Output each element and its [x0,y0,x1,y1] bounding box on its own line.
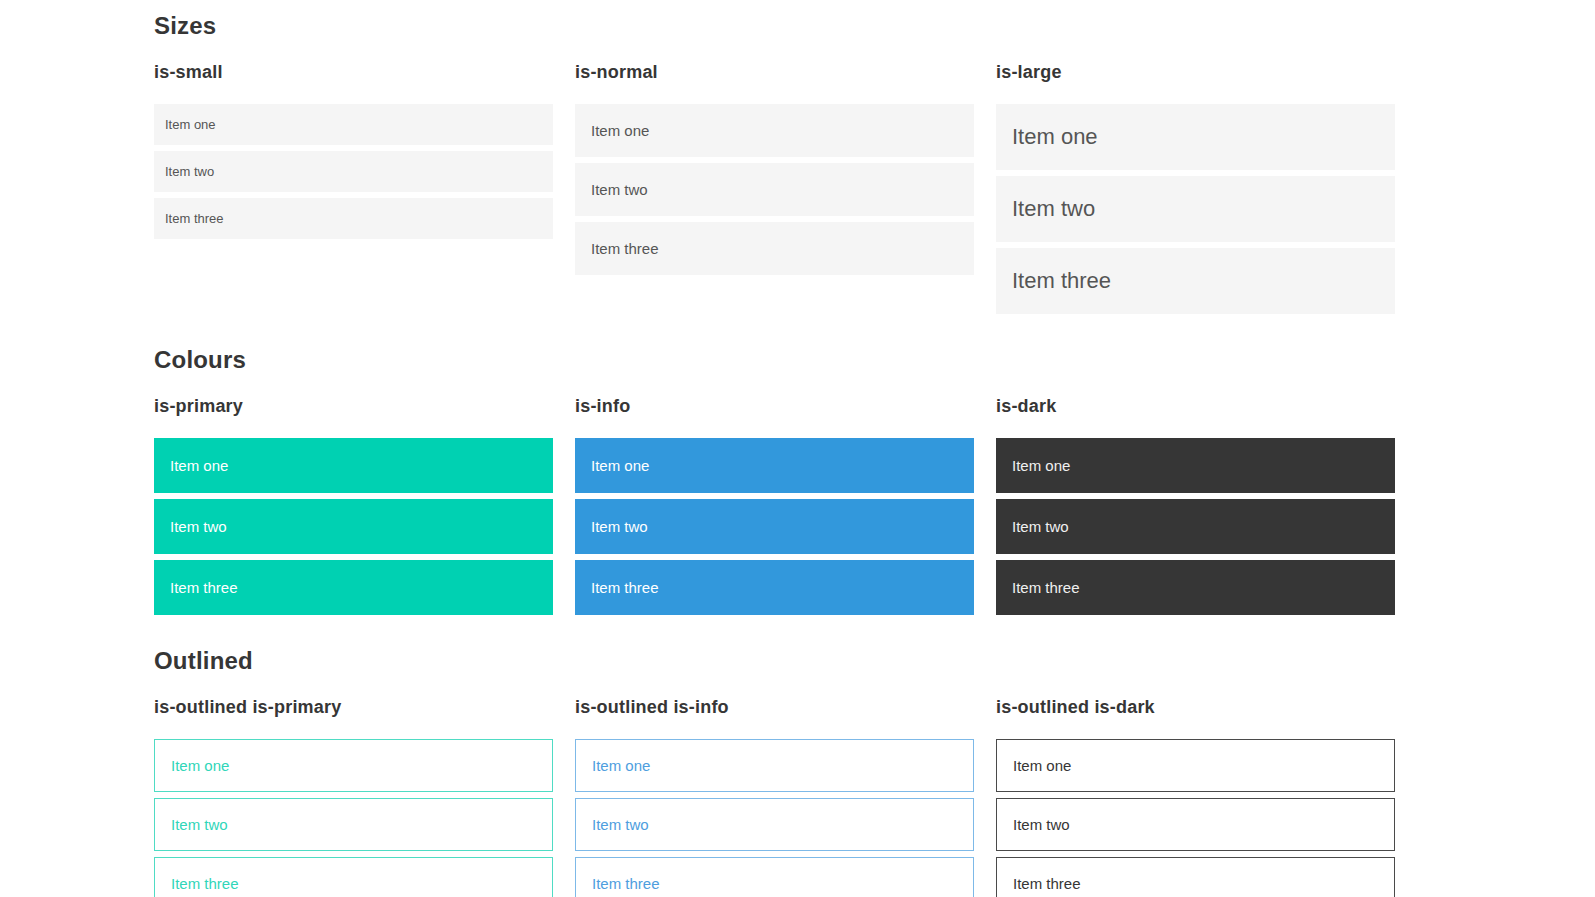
list-item: Item one [996,104,1395,170]
colours-row: is-primary Item one Item two Item three … [154,396,1395,621]
column-is-info: is-info Item one Item two Item three [575,396,974,621]
column-is-outlined-is-primary: is-outlined is-primary Item one Item two… [154,697,553,897]
list-outlined-dark: Item one Item two Item three [996,739,1395,897]
list-item: Item three [996,857,1395,897]
list-item: Item two [575,163,974,216]
list-color-primary: Item one Item two Item three [154,438,553,615]
column-label: is-outlined is-dark [996,697,1395,718]
column-is-outlined-is-info: is-outlined is-info Item one Item two It… [575,697,974,897]
column-is-normal: is-normal Item one Item two Item three [575,62,974,320]
column-is-dark: is-dark Item one Item two Item three [996,396,1395,621]
list-item: Item one [996,739,1395,792]
list-outlined-primary: Item one Item two Item three [154,739,553,897]
section-colours: Colours is-primary Item one Item two Ite… [154,346,1395,621]
column-label: is-info [575,396,974,417]
column-is-small: is-small Item one Item two Item three [154,62,553,320]
list-item: Item two [996,798,1395,851]
list-size-normal: Item one Item two Item three [575,104,974,275]
section-title: Outlined [154,647,1395,675]
list-item: Item two [996,499,1395,554]
column-is-outlined-is-dark: is-outlined is-dark Item one Item two It… [996,697,1395,897]
list-item: Item one [154,739,553,792]
list-size-large: Item one Item two Item three [996,104,1395,314]
list-item: Item one [996,438,1395,493]
list-item: Item two [575,798,974,851]
column-label: is-normal [575,62,974,83]
sizes-row: is-small Item one Item two Item three is… [154,62,1395,320]
list-item: Item three [154,857,553,897]
column-label: is-outlined is-info [575,697,974,718]
list-item: Item three [996,560,1395,615]
list-item: Item three [154,198,553,239]
list-color-dark: Item one Item two Item three [996,438,1395,615]
column-label: is-primary [154,396,553,417]
list-item: Item three [996,248,1395,314]
list-item: Item two [575,499,974,554]
list-item: Item one [154,438,553,493]
list-size-small: Item one Item two Item three [154,104,553,239]
column-label: is-dark [996,396,1395,417]
section-title: Sizes [154,12,1395,40]
section-sizes: Sizes is-small Item one Item two Item th… [154,12,1395,320]
column-label: is-large [996,62,1395,83]
list-item: Item three [575,560,974,615]
list-item: Item three [575,222,974,275]
list-item: Item one [575,104,974,157]
list-item: Item three [575,857,974,897]
list-item: Item three [154,560,553,615]
section-title: Colours [154,346,1395,374]
column-is-primary: is-primary Item one Item two Item three [154,396,553,621]
section-outlined: Outlined is-outlined is-primary Item one… [154,647,1395,897]
list-item: Item two [154,798,553,851]
list-item: Item one [154,104,553,145]
column-is-large: is-large Item one Item two Item three [996,62,1395,320]
list-component-showcase-page: Sizes is-small Item one Item two Item th… [0,0,1595,897]
list-item: Item one [575,739,974,792]
column-label: is-outlined is-primary [154,697,553,718]
outlined-row: is-outlined is-primary Item one Item two… [154,697,1395,897]
list-item: Item two [996,176,1395,242]
list-item: Item two [154,151,553,192]
list-color-info: Item one Item two Item three [575,438,974,615]
list-item: Item two [154,499,553,554]
list-item: Item one [575,438,974,493]
list-outlined-info: Item one Item two Item three [575,739,974,897]
column-label: is-small [154,62,553,83]
